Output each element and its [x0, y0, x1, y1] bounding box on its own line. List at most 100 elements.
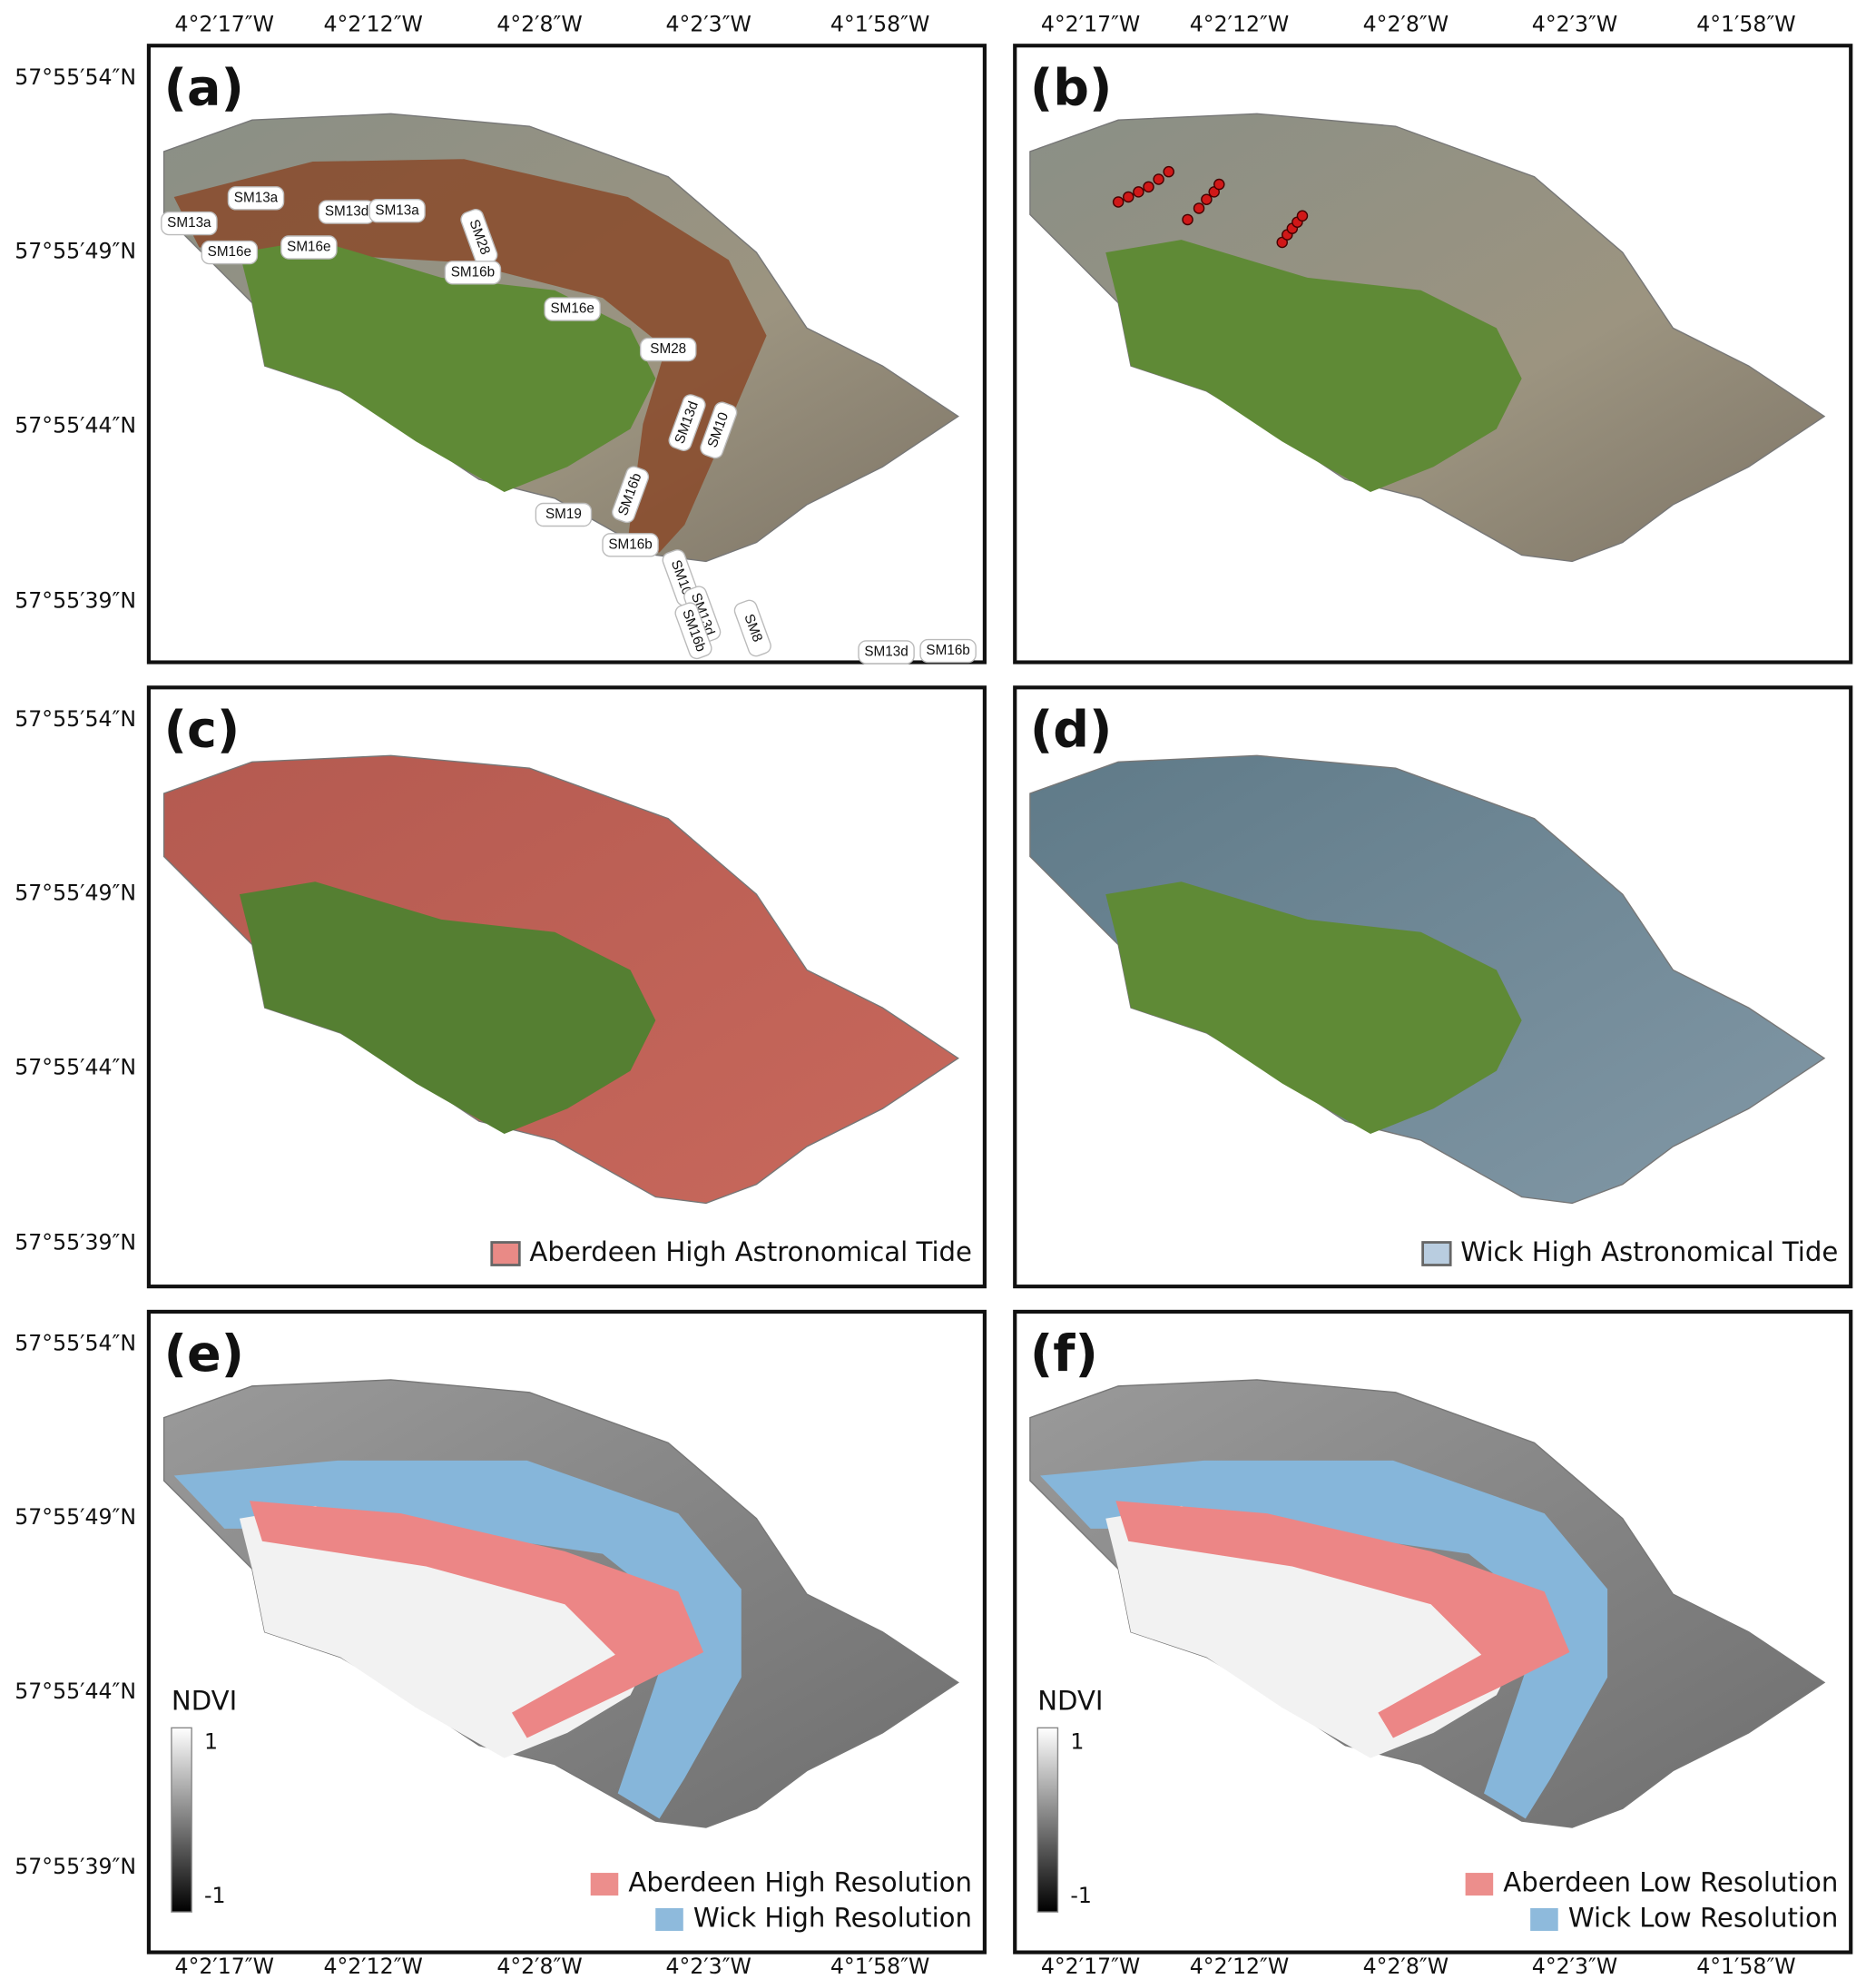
map-label-box [602, 533, 659, 557]
sample-point [1213, 178, 1225, 191]
longitude-label: 4°2′3″W [1532, 1954, 1617, 1979]
longitude-label: 4°2′3″W [1532, 12, 1617, 37]
sample-point [1296, 210, 1309, 222]
legend-swatch [490, 1241, 521, 1266]
sample-point [1143, 181, 1154, 193]
colorbar-title: NDVI [1037, 1686, 1103, 1717]
colorbar-max: 1 [1070, 1728, 1084, 1754]
longitude-label: 4°2′8″W [1363, 1954, 1449, 1979]
legend-label: Wick Low Resolution [1568, 1902, 1839, 1933]
legend-swatch [590, 1873, 619, 1896]
map-label-box [227, 186, 285, 211]
longitude-label: 4°2′17″W [175, 1954, 274, 1979]
panel-label: (d) [1030, 700, 1113, 759]
map-label: SM19 [535, 502, 593, 527]
map-panel: (a) SM13a SM13a SM13d SM13a SM28 SM16e SM16e SM1… [146, 44, 987, 665]
colorbar-max: 1 [204, 1728, 218, 1754]
longitude-label: 4°2′12″W [1190, 1954, 1289, 1979]
legend-swatch [1530, 1907, 1558, 1931]
map-panel: (c) Aberdeen High Astronomical Tide [146, 685, 987, 1289]
map-label: SM16b [602, 533, 659, 557]
panel-frame [1013, 44, 1853, 665]
latitude-label: 57°55′44″N [15, 1054, 136, 1079]
legend-label: Aberdeen Low Resolution [1503, 1867, 1838, 1898]
longitude-label: 4°1′58″W [830, 1954, 929, 1979]
map-label-box [733, 599, 771, 657]
longitude-label: 4°2′12″W [1190, 12, 1289, 37]
map-label-text: SM16e [550, 301, 594, 317]
map-label-box [201, 240, 259, 265]
longitude-label: 4°1′58″W [1696, 12, 1795, 37]
longitude-label: 4°2′8″W [496, 12, 582, 37]
legend-label: Aberdeen High Astronomical Tide [529, 1236, 972, 1267]
longitude-label: 4°1′58″W [1696, 1954, 1795, 1979]
map-label-box [161, 211, 218, 236]
map-label: SM13d [318, 200, 376, 224]
longitude-label: 4°2′3″W [665, 1954, 751, 1979]
legend-label: Wick High Astronomical Tide [1460, 1236, 1838, 1267]
map-label-text: SM16e [208, 244, 251, 260]
sample-point [1182, 213, 1193, 226]
map-label-box [668, 394, 706, 451]
wick-extent [173, 1460, 742, 1819]
vegetated-area [239, 881, 656, 1135]
map-panel: (d) Wick High Astronomical Tide [1013, 685, 1853, 1289]
vegetated-area [1105, 240, 1522, 492]
colorbar-min: -1 [204, 1883, 226, 1908]
colorbar [1036, 1727, 1059, 1913]
legend-swatch [1465, 1873, 1494, 1896]
map-label: SM16b [919, 638, 977, 664]
latitude-label: 57°55′49″N [15, 881, 136, 906]
panel-frame [1013, 1309, 1853, 1954]
map-label-text: SM19 [545, 507, 582, 522]
map-label: SM13a [227, 186, 285, 211]
aberdeen-extent [1115, 1501, 1570, 1738]
map-label: SM8 [733, 599, 771, 657]
colorbar [171, 1727, 192, 1913]
latitude-label: 57°55′54″N [15, 1331, 136, 1356]
latitude-label: 57°55′49″N [15, 239, 136, 264]
vegetated-area [1105, 881, 1522, 1135]
map-label-box [544, 297, 601, 321]
aberdeen-extent [250, 1501, 704, 1738]
map-label-text: SM13a [167, 215, 211, 231]
map-label-text: SM13d [325, 204, 368, 220]
map-label-text: SM16b [608, 537, 652, 552]
sample-point [1123, 191, 1134, 203]
latitude-label: 57°55′39″N [15, 1229, 136, 1255]
map-label-text: SM13d [864, 644, 908, 659]
legend-swatch [655, 1907, 683, 1931]
latitude-label: 57°55′39″N [15, 1854, 136, 1879]
panel-frame [146, 1309, 987, 1954]
map-label-box [919, 638, 977, 664]
map-label-text: SM13a [375, 202, 419, 218]
latitude-label: 57°55′49″N [15, 1504, 136, 1530]
habitat-band [173, 159, 767, 553]
panel-label: (a) [164, 58, 244, 117]
longitude-label: 4°2′12″W [323, 1954, 422, 1979]
legend-label: Wick High Resolution [693, 1902, 972, 1933]
latitude-label: 57°55′54″N [15, 64, 136, 90]
map-label-box [535, 502, 593, 527]
latitude-label: 57°55′54″N [15, 706, 136, 732]
legend-label: Aberdeen High Resolution [628, 1867, 972, 1898]
longitude-label: 4°2′17″W [175, 12, 274, 37]
sample-point [1133, 186, 1144, 198]
longitude-label: 4°2′12″W [323, 12, 422, 37]
longitude-label: 4°2′8″W [1363, 12, 1449, 37]
panel-label: (f) [1030, 1324, 1098, 1383]
longitude-label: 4°2′17″W [1041, 12, 1140, 37]
map-label-box [700, 401, 738, 459]
map-label: SM16e [280, 235, 338, 260]
longitude-label: 4°2′17″W [1041, 1954, 1140, 1979]
latitude-label: 57°55′44″N [15, 412, 136, 438]
colorbar-title: NDVI [172, 1686, 237, 1717]
wick-extent [1040, 1460, 1608, 1819]
sample-point [1153, 173, 1164, 185]
map-label-box [368, 199, 426, 223]
map-label: SM13d [858, 640, 915, 665]
map-label-box [858, 640, 915, 665]
panel-label: (b) [1030, 58, 1113, 117]
map-label-box [280, 235, 338, 260]
